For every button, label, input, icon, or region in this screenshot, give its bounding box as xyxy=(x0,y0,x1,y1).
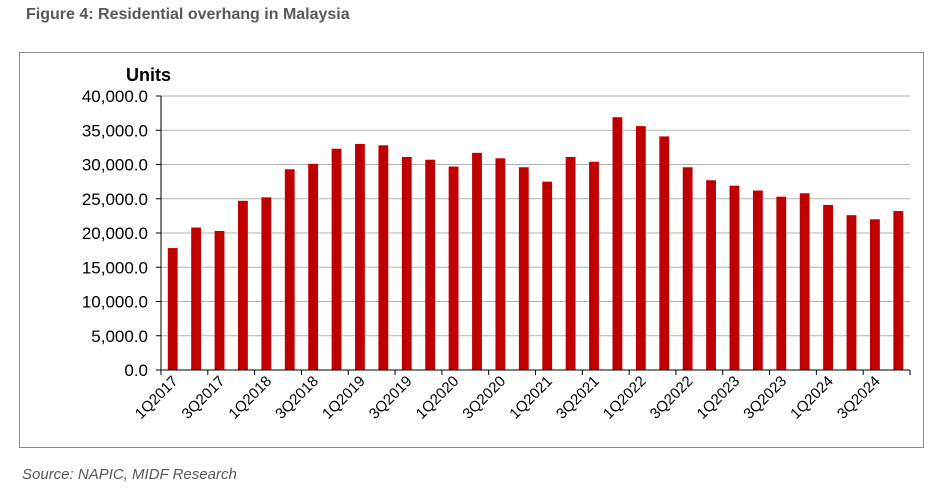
bar-4Q2018 xyxy=(331,148,342,370)
y-tick-label: 10,000.0 xyxy=(82,293,148,312)
axes xyxy=(156,95,911,375)
y-tick-label: 30,000.0 xyxy=(82,156,148,175)
figure-title: Figure 4: Residential overhang in Malays… xyxy=(26,6,350,23)
bar-1Q2023 xyxy=(729,185,740,370)
x-tick-label: 1Q2024 xyxy=(787,373,837,423)
gridlines xyxy=(161,95,910,337)
bar-2Q2018 xyxy=(284,169,295,370)
bar-4Q2017 xyxy=(238,200,248,370)
x-tick-label: 1Q2023 xyxy=(694,373,744,423)
source-note: Source: NAPIC, MIDF Research xyxy=(22,466,237,483)
bar-1Q2024 xyxy=(823,204,833,370)
x-tick-label: 1Q2020 xyxy=(413,373,463,423)
bar-2Q2020 xyxy=(472,152,482,370)
bar-2Q2017 xyxy=(191,227,202,370)
bar-4Q2020 xyxy=(518,167,529,370)
x-tick-labels: 1Q20173Q20171Q20183Q20181Q20193Q20191Q20… xyxy=(132,373,884,423)
x-tick-label: 1Q2017 xyxy=(132,373,182,423)
bar-4Q2024 xyxy=(893,211,904,370)
y-tick-label: 40,000.0 xyxy=(82,87,148,106)
x-tick-label: 3Q2024 xyxy=(834,373,884,423)
bar-1Q2021 xyxy=(542,181,553,370)
x-tick-label: 3Q2019 xyxy=(366,373,416,423)
bar-2Q2023 xyxy=(752,190,763,370)
y-tick-label: 35,000.0 xyxy=(82,121,148,140)
x-tick-label: 3Q2021 xyxy=(553,373,603,423)
x-tick-label: 1Q2018 xyxy=(225,373,275,423)
x-tick-label: 3Q2017 xyxy=(179,373,229,423)
bar-4Q2021 xyxy=(612,117,623,370)
y-tick-label: 20,000.0 xyxy=(82,224,148,243)
x-tick-label: 3Q2020 xyxy=(459,373,509,423)
y-tick-label: 25,000.0 xyxy=(82,190,148,209)
bar-1Q2020 xyxy=(448,166,459,370)
bar-2Q2024 xyxy=(846,215,857,370)
x-tick-label: 3Q2023 xyxy=(740,373,790,423)
bar-3Q2019 xyxy=(401,156,412,370)
y-tick-labels: 0.0 5,000.0 10,000.0 15,000.0 20,000.0 25,000… xyxy=(82,87,148,380)
bar-2Q2022 xyxy=(659,136,670,370)
bar-2Q2021 xyxy=(565,156,576,370)
bar-4Q2023 xyxy=(799,193,810,370)
x-tick-label: 3Q2018 xyxy=(272,373,322,423)
y-tick-label: 15,000.0 xyxy=(82,258,148,277)
y-axis-label: Units xyxy=(126,65,171,85)
y-tick-label: 0.0 xyxy=(124,361,148,380)
x-tick-label: 3Q2022 xyxy=(647,373,697,423)
bar-3Q2023 xyxy=(776,196,787,370)
bar-1Q2018 xyxy=(261,197,272,370)
bar-1Q2017 xyxy=(167,248,178,370)
bar-3Q2020 xyxy=(495,158,506,370)
bar-1Q2019 xyxy=(355,143,365,370)
x-tick-label: 1Q2019 xyxy=(319,373,369,423)
bar-1Q2022 xyxy=(635,126,646,370)
bar-4Q2019 xyxy=(425,159,436,370)
bars xyxy=(167,117,904,370)
bar-3Q2018 xyxy=(308,163,319,370)
x-tick-label: 1Q2022 xyxy=(600,373,650,423)
bar-4Q2022 xyxy=(706,180,716,370)
y-tick-label: 5,000.0 xyxy=(91,327,148,346)
x-tick-label: 1Q2021 xyxy=(506,373,556,423)
bar-3Q2022 xyxy=(682,167,693,370)
bar-3Q2017 xyxy=(214,230,225,370)
bar-3Q2021 xyxy=(589,161,599,370)
bar-2Q2019 xyxy=(378,145,389,370)
bar-3Q2024 xyxy=(869,219,880,370)
